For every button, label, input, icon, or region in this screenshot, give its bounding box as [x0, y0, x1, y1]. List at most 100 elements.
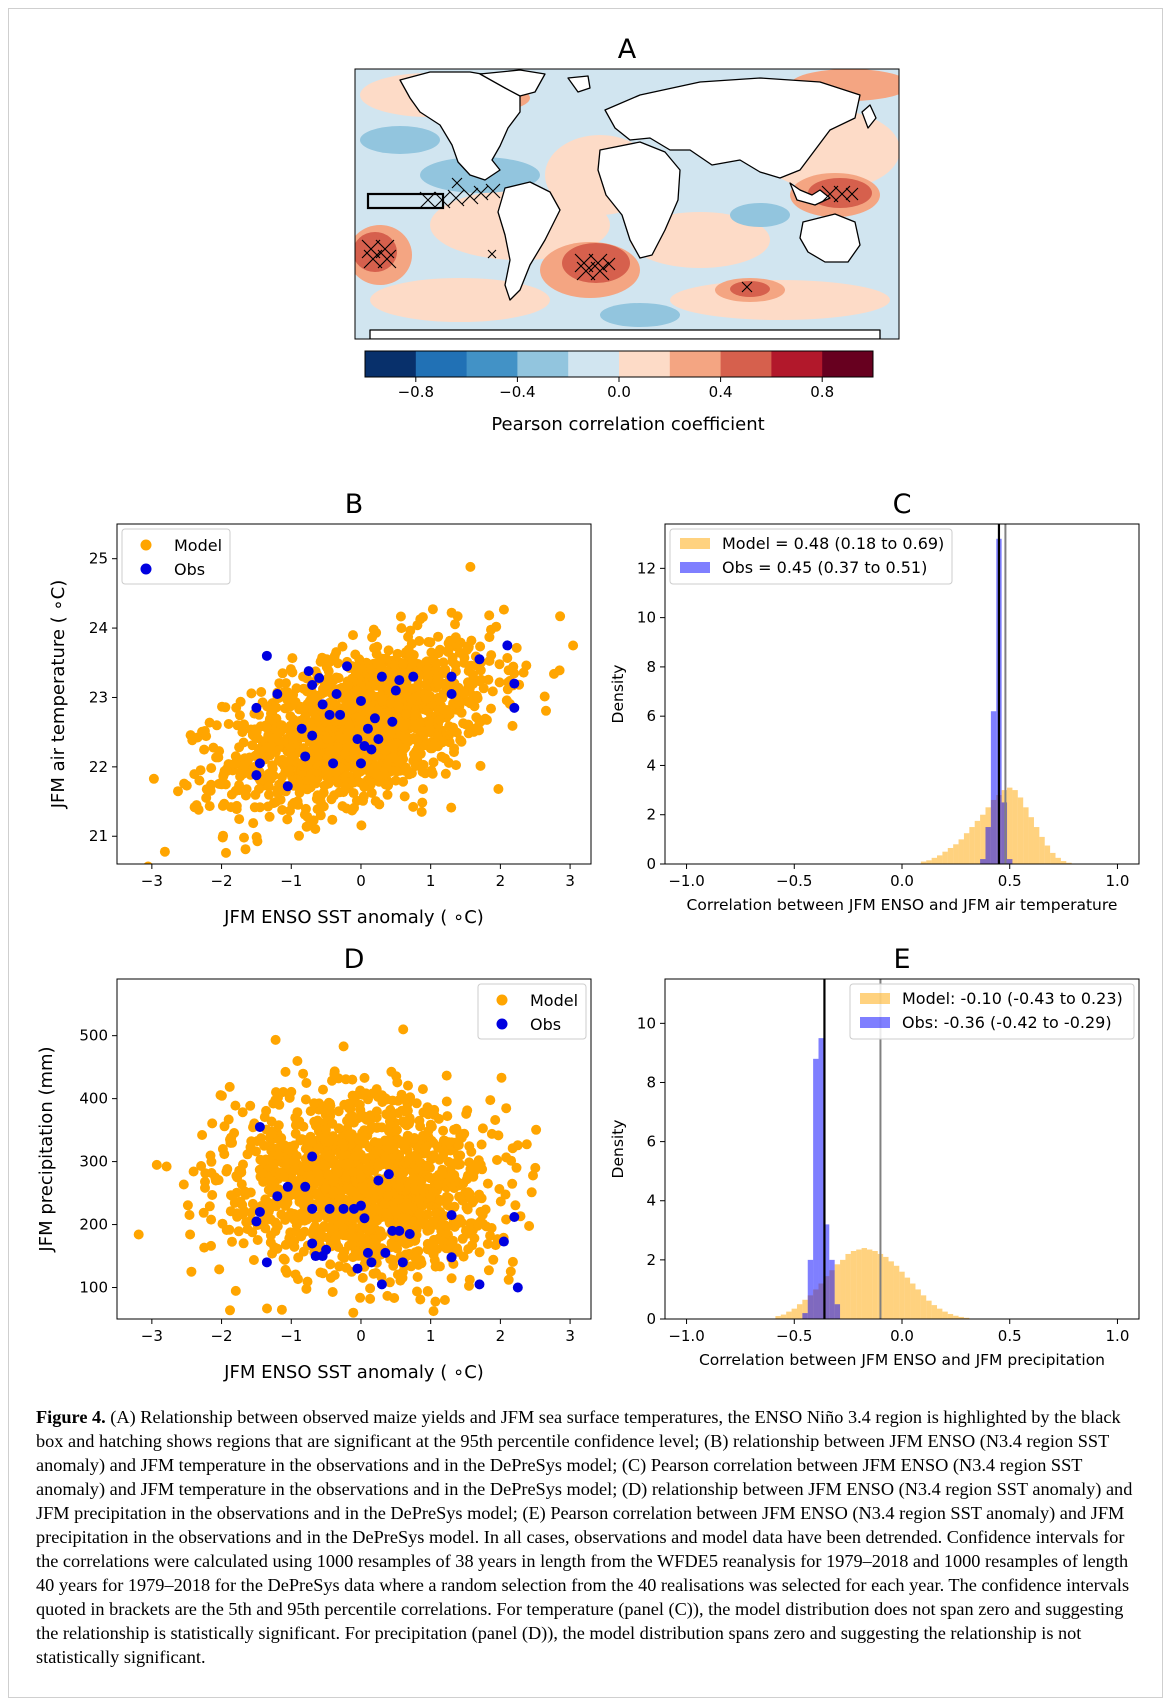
model-point [446, 1238, 457, 1249]
model-point [462, 641, 473, 652]
model-point [524, 1221, 535, 1231]
obs-point [261, 1257, 272, 1268]
model-hist-bar [796, 1304, 803, 1319]
model-point [488, 1254, 499, 1265]
model-point [391, 1241, 402, 1252]
model-point [199, 1242, 210, 1253]
model-point [229, 759, 239, 769]
model-point [437, 1169, 448, 1180]
x-tick-label: −1 [280, 872, 302, 890]
model-point [388, 1260, 399, 1271]
model-point [358, 1131, 369, 1142]
model-point [294, 830, 304, 841]
model-point [186, 1266, 197, 1277]
model-point [357, 1181, 368, 1192]
panel-d-title: D [344, 944, 365, 975]
model-point [530, 1162, 541, 1173]
model-hist-bar [953, 844, 959, 864]
model-point [495, 1196, 506, 1207]
model-hist-bar [915, 1289, 921, 1319]
colorbar-tick-label: 0.8 [810, 383, 834, 401]
model-point [301, 1078, 312, 1088]
model-point [199, 744, 210, 755]
obs-point [355, 1200, 366, 1211]
obs-point [335, 709, 346, 720]
model-point [356, 820, 367, 831]
obs-point [380, 1247, 391, 1258]
model-point [222, 1164, 233, 1174]
model-hist-bar [931, 857, 938, 864]
model-point [386, 1066, 397, 1077]
model-point [248, 1255, 259, 1265]
model-point [250, 751, 260, 761]
legend-model-label: Model [174, 536, 222, 555]
model-point [422, 1286, 433, 1296]
x-tick-label: −1.0 [668, 872, 704, 890]
model-point [453, 1140, 464, 1151]
obs-hist-bar [980, 859, 986, 864]
model-point [362, 1188, 373, 1199]
model-point [386, 727, 397, 738]
model-point [355, 1292, 366, 1303]
model-point [381, 1109, 392, 1120]
model-point [300, 1094, 311, 1105]
model-point [417, 726, 427, 737]
model-point [403, 1080, 413, 1091]
x-tick-label: 0 [356, 1327, 366, 1345]
model-point [528, 1170, 538, 1181]
obs-point [272, 1191, 283, 1202]
model-point [305, 1106, 316, 1117]
obs-point [355, 758, 366, 769]
model-point [348, 1233, 359, 1244]
model-point [472, 1218, 483, 1229]
obs-point [251, 770, 262, 781]
model-point [277, 805, 288, 815]
model-point [496, 1072, 507, 1083]
panel-b-ylabel: JFM air temperature ( ∘C) [48, 580, 69, 810]
model-point [298, 1068, 309, 1079]
model-point [198, 1207, 209, 1218]
x-tick-label: 1 [426, 872, 436, 890]
obs-point [474, 1279, 485, 1290]
model-point [282, 687, 293, 698]
model-point [346, 1132, 357, 1143]
model-point [246, 688, 257, 699]
legend-model-marker [140, 539, 152, 551]
figure-graphic: A [36, 34, 1140, 1383]
model-point [220, 779, 231, 790]
model-point [318, 1084, 328, 1095]
model-point [263, 801, 273, 812]
model-point [302, 811, 313, 822]
model-point [487, 686, 498, 697]
model-hist-bar [947, 847, 954, 864]
model-point [384, 670, 395, 680]
model-point [300, 803, 311, 814]
obs-point [359, 1213, 370, 1224]
obs-hist-bar [813, 1058, 819, 1319]
legend-obs-marker [140, 563, 152, 575]
figure-caption: Figure 4. (A) Relationship between obser… [36, 1405, 1146, 1669]
model-point [411, 1098, 422, 1109]
model-hist-bar [1007, 787, 1013, 864]
model-point [431, 658, 442, 669]
model-point [340, 1159, 351, 1170]
model-point [428, 757, 439, 768]
model-point [293, 1252, 304, 1263]
panel-c-title: C [893, 489, 912, 520]
panel-d-scatter-precipitation: D −3 −2 −1 0 1 2 3 100 200 300 400 500 JFM ENSO SS… [36, 944, 592, 1383]
model-point [456, 707, 467, 718]
model-point [366, 664, 376, 675]
model-point [225, 1305, 235, 1316]
obs-point [282, 1181, 293, 1192]
model-point [237, 727, 248, 738]
model-point [272, 1221, 283, 1232]
obs-point [390, 685, 401, 696]
model-point [258, 1176, 269, 1187]
model-point [318, 787, 329, 798]
model-point [354, 1099, 365, 1110]
legend-model-label: Model: -0.10 (-0.43 to 0.23) [902, 989, 1123, 1008]
model-point [252, 1235, 263, 1245]
model-point [404, 1116, 415, 1126]
x-tick-label: 0 [356, 872, 366, 890]
model-point [501, 1152, 512, 1163]
